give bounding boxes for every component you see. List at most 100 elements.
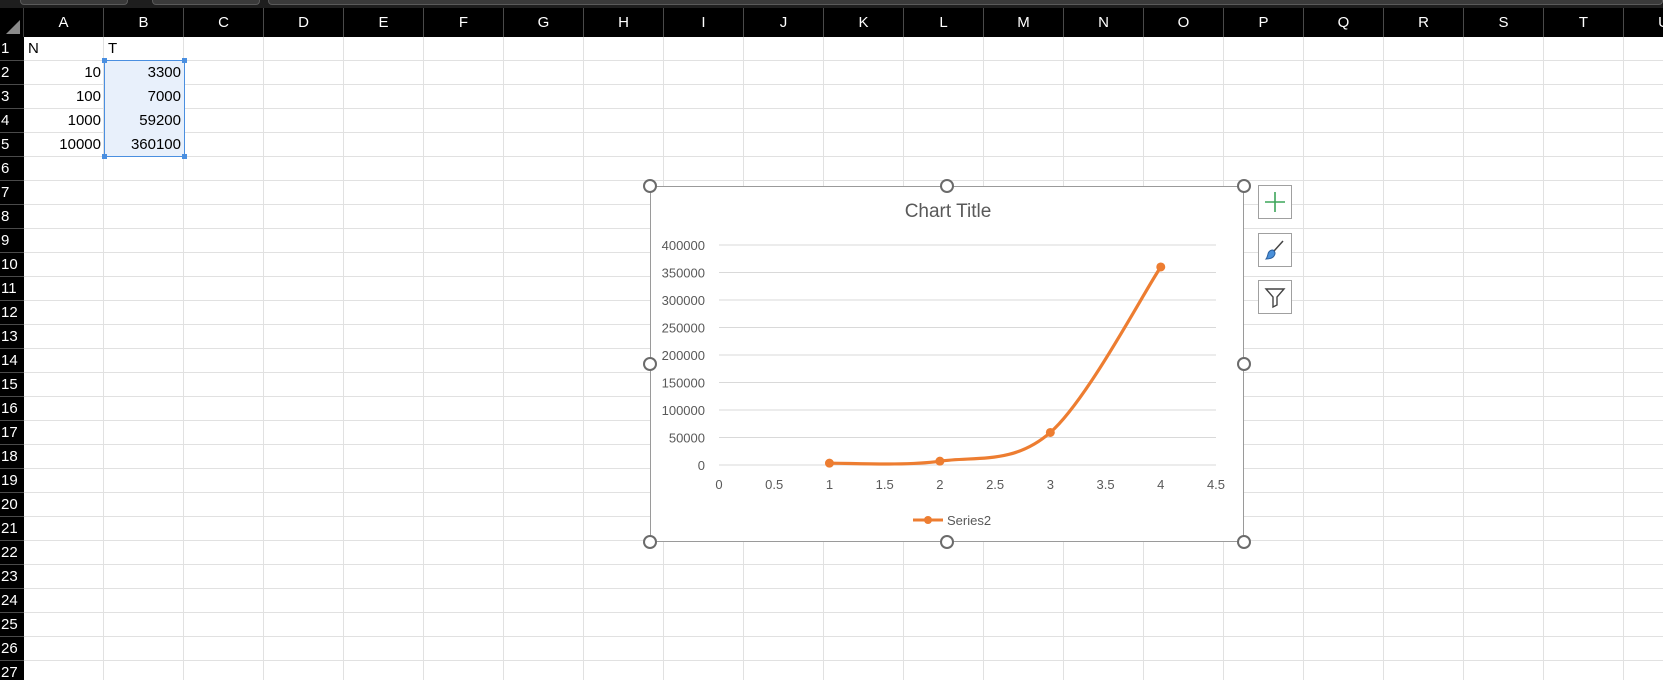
row-header-22[interactable]: 22 [0,541,24,565]
legend-label: Series2 [947,513,991,528]
row-header-4[interactable]: 4 [0,109,24,133]
plus-icon [1265,192,1285,212]
chart-resize-handle[interactable] [940,535,954,549]
chart-resize-handle[interactable] [1237,357,1251,371]
row-header-14[interactable]: 14 [0,349,24,373]
chart-styles-button[interactable] [1258,233,1292,267]
chart-filters-button[interactable] [1258,280,1292,314]
row-header-21[interactable]: 21 [0,517,24,541]
x-tick-label: 3.5 [1097,477,1115,492]
column-header-o[interactable]: O [1144,8,1224,37]
row-header-25[interactable]: 25 [0,613,24,637]
column-header-d[interactable]: D [264,8,344,37]
x-tick-label: 2.5 [986,477,1004,492]
chart-resize-handle[interactable] [940,179,954,193]
data-point [1156,262,1166,272]
y-tick-label: 150000 [662,376,705,391]
row-header-23[interactable]: 23 [0,565,24,589]
row-header-18[interactable]: 18 [0,445,24,469]
column-header-e[interactable]: E [344,8,424,37]
chart-resize-handle[interactable] [643,357,657,371]
row-header-12[interactable]: 12 [0,301,24,325]
column-header-p[interactable]: P [1224,8,1304,37]
window-tab[interactable] [152,0,260,5]
column-header-j[interactable]: J [744,8,824,37]
cell-a2[interactable]: 10 [84,64,101,81]
chart-resize-handle[interactable] [1237,179,1251,193]
cell-b4[interactable]: 59200 [139,112,181,129]
column-header-k[interactable]: K [824,8,904,37]
chart-title[interactable]: Chart Title [904,201,992,222]
gridline-horizontal [24,588,1663,589]
cell-a5[interactable]: 10000 [59,136,101,153]
row-header-15[interactable]: 15 [0,373,24,397]
x-tick-label: 0 [715,477,722,492]
column-header-r[interactable]: R [1384,8,1464,37]
series-line [827,265,1163,466]
select-all-button[interactable] [0,8,24,37]
cell-a3[interactable]: 100 [75,88,101,105]
y-tick-label: 350000 [662,266,705,281]
chart-elements-button[interactable] [1258,185,1292,219]
chart-resize-handle[interactable] [643,535,657,549]
x-tick-label: 1 [826,477,833,492]
formula-bar-edge[interactable] [268,0,1663,5]
column-header-m[interactable]: M [984,8,1064,37]
row-header-20[interactable]: 20 [0,493,24,517]
row-header-17[interactable]: 17 [0,421,24,445]
row-header-16[interactable]: 16 [0,397,24,421]
column-header-q[interactable]: Q [1304,8,1384,37]
row-header-26[interactable]: 26 [0,637,24,661]
column-header-c[interactable]: C [184,8,264,37]
cell-b5[interactable]: 360100 [130,136,181,153]
column-header-i[interactable]: I [664,8,744,37]
chart-resize-handle[interactable] [1237,535,1251,549]
row-header-9[interactable]: 9 [0,229,24,253]
row-header-10[interactable]: 10 [0,253,24,277]
chart-plot-area[interactable]: 0 50000 100000 150000 200000 250000 300000 3500… [651,187,1245,543]
y-tick-label: 300000 [662,293,705,308]
window-tab[interactable] [20,0,128,5]
column-header-s[interactable]: S [1464,8,1544,37]
embedded-chart[interactable]: Chart Title 0 50000 100000 150000 200000 2500… [650,186,1244,542]
column-header-u[interactable]: U [1624,8,1663,37]
x-tick-label: 1.5 [876,477,894,492]
column-header-b[interactable]: B [104,8,184,37]
column-header-l[interactable]: L [904,8,984,37]
gridline-vertical [1543,37,1544,680]
chart-resize-handle[interactable] [643,179,657,193]
cell-b2[interactable]: 3300 [147,64,181,81]
row-header-24[interactable]: 24 [0,589,24,613]
column-header-h[interactable]: H [584,8,664,37]
cell-b3[interactable]: 7000 [147,88,181,105]
fill-handle[interactable] [182,154,187,159]
gridline-vertical [1303,37,1304,680]
cell-b1[interactable]: T [108,40,118,57]
row-header-19[interactable]: 19 [0,469,24,493]
legend-marker [924,516,932,524]
row-header-2[interactable]: 2 [0,61,24,85]
column-header-f[interactable]: F [424,8,504,37]
selection-handle[interactable] [182,58,187,63]
x-tick-label: 3 [1047,477,1054,492]
row-header-7[interactable]: 7 [0,181,24,205]
column-header-t[interactable]: T [1544,8,1624,37]
row-header-27[interactable]: 27 [0,661,24,680]
row-header-13[interactable]: 13 [0,325,24,349]
row-header-6[interactable]: 6 [0,157,24,181]
column-header-g[interactable]: G [504,8,584,37]
cell-a4[interactable]: 1000 [67,112,101,129]
column-header-n[interactable]: N [1064,8,1144,37]
selection-handle[interactable] [102,58,107,63]
column-header-a[interactable]: A [24,8,104,37]
row-header-8[interactable]: 8 [0,205,24,229]
row-header-1[interactable]: 1 [0,37,24,61]
selected-range[interactable] [104,60,185,157]
row-header-3[interactable]: 3 [0,85,24,109]
gridline-horizontal [24,132,1663,133]
selection-handle[interactable] [102,154,107,159]
cell-a1[interactable]: N [28,40,39,57]
row-header-5[interactable]: 5 [0,133,24,157]
row-header-11[interactable]: 11 [0,277,24,301]
x-tick-label: 4 [1157,477,1164,492]
